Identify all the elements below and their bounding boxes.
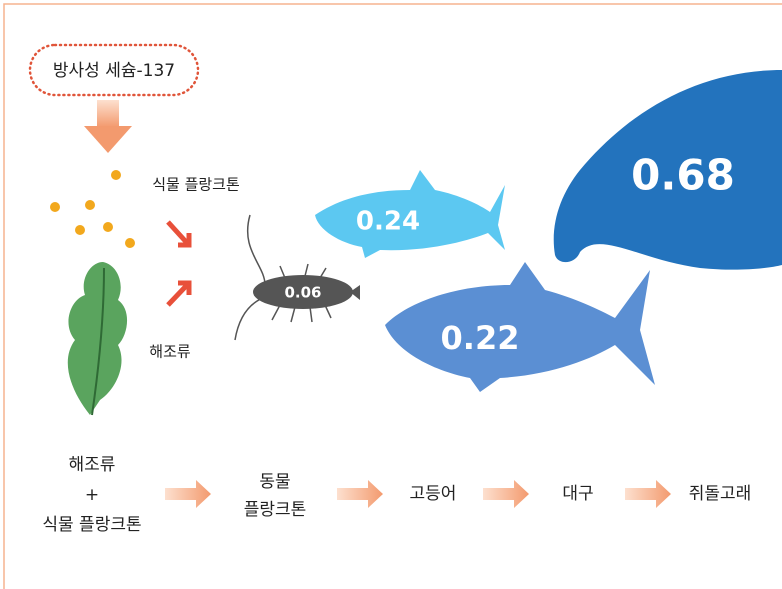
down-arrow	[84, 100, 132, 153]
phytoplankton-label: 식물 플랑크톤	[152, 176, 240, 194]
input-arrows	[168, 222, 189, 305]
chain-label: 고등어	[410, 484, 457, 504]
chain-label: 해조류+식물 플랑크톤	[42, 455, 141, 535]
cod	[385, 262, 655, 392]
seaweed-label: 해조류	[149, 343, 191, 361]
zooplankton-value: 0.06	[284, 284, 321, 302]
source-label: 방사성 세슘-137	[53, 61, 175, 81]
diagram: 방사성 세슘-137 식물 플랑크톤 해조류 0.06 0.24 0.22 0.…	[0, 0, 782, 589]
mackerel-value: 0.24	[356, 207, 420, 237]
chain-label: 쥐돌고래	[689, 484, 752, 504]
dolphin-value: 0.68	[631, 151, 735, 200]
seaweed	[68, 262, 127, 415]
cod-value: 0.22	[441, 319, 520, 357]
chain-label: 대구	[562, 484, 593, 504]
phytoplankton-dots	[50, 170, 135, 248]
